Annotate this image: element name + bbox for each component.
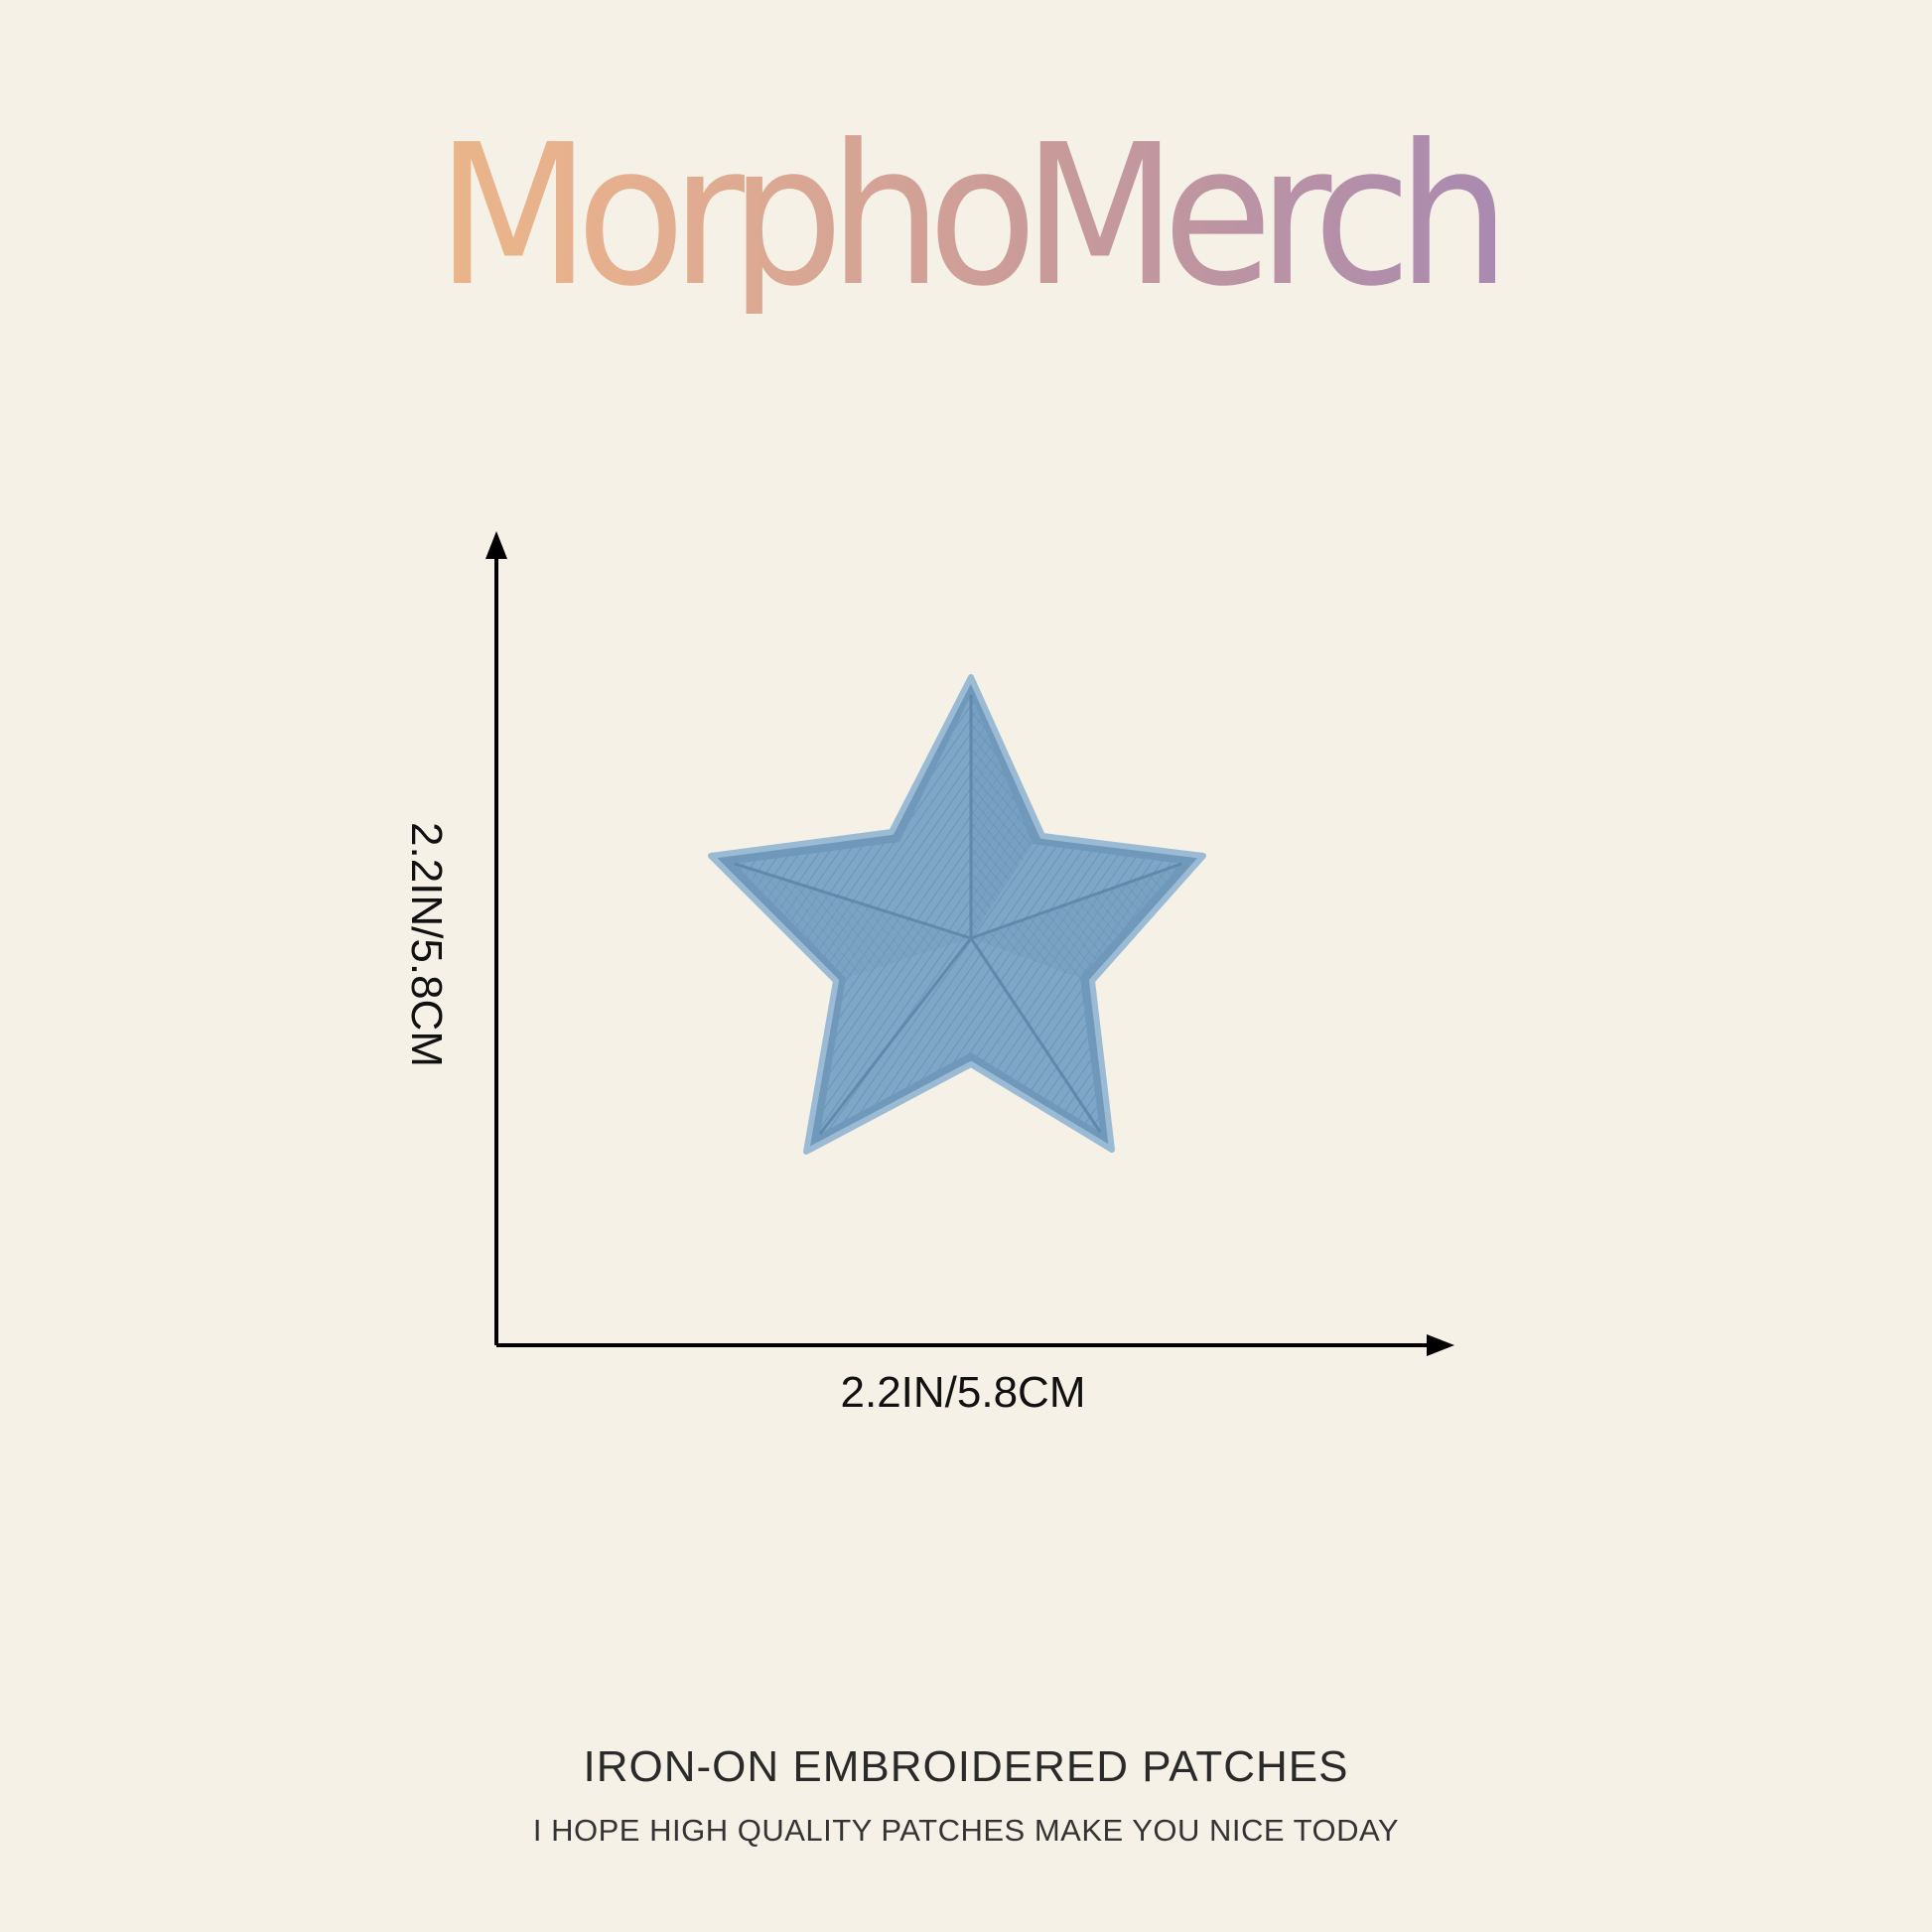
brand-logo: MorphoMerch: [77, 119, 1855, 314]
product-tagline: I HOPE HIGH QUALITY PATCHES MAKE YOU NIC…: [532, 1813, 1400, 1848]
height-label: 2.2IN/5.8CM: [402, 822, 451, 1067]
star-patch-image: [708, 674, 1206, 1155]
width-axis: [496, 1334, 1454, 1356]
height-axis: [485, 531, 507, 1345]
width-label: 2.2IN/5.8CM: [840, 1368, 1086, 1417]
product-headline: IRON-ON EMBROIDERED PATCHES: [583, 1742, 1349, 1791]
